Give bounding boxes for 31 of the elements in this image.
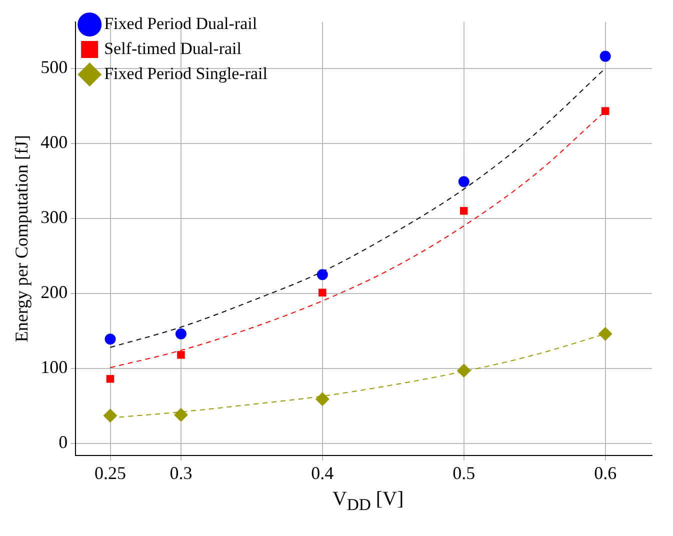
legend-label: Self-timed Dual-rail	[104, 38, 242, 58]
point	[175, 328, 186, 340]
x-axis-title: V$_{DD}$ [V]	[331, 488, 405, 515]
point	[316, 269, 328, 280]
x-tick-label: 0.3	[170, 462, 192, 483]
legend-label: Fixed Period Single-rail	[104, 64, 268, 83]
x-tick-label: 0.6	[594, 462, 617, 483]
point	[601, 107, 610, 115]
legend-label: Fixed Period Dual-rail	[104, 14, 258, 33]
point	[600, 50, 611, 62]
y-tick-label: 100	[40, 357, 68, 378]
y-axis-title: Energy per Computation [fJ]	[12, 135, 32, 342]
point	[104, 334, 116, 345]
point	[177, 350, 185, 359]
x-tick-label: 0.5	[452, 462, 476, 483]
point	[460, 206, 468, 215]
point	[315, 392, 330, 406]
point	[456, 364, 471, 378]
point	[106, 374, 114, 383]
point	[318, 288, 326, 296]
y-tick-label: 300	[40, 207, 68, 228]
y-tick-label: 500	[40, 57, 68, 78]
y-tick-label: 0	[58, 432, 68, 452]
point	[103, 408, 118, 423]
y-tick-label: 400	[40, 132, 68, 152]
y-tick-label: 200	[40, 282, 68, 302]
point	[458, 176, 470, 188]
point	[598, 326, 612, 341]
x-tick-label: 0.25	[94, 462, 126, 483]
x-tick-label: 0.4	[311, 462, 334, 483]
point	[174, 408, 188, 422]
